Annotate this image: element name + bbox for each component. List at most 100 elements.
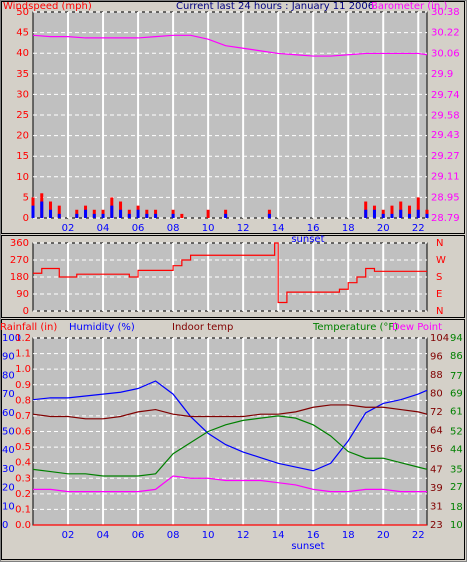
bar [101,213,105,218]
y2-tick-label: 29.43 [431,130,460,141]
y2-tick-label: 30.22 [431,28,460,39]
y-tick-label: 1.0 [15,364,31,375]
bar [119,209,123,218]
y4-tick-label: 77 [450,371,463,382]
bar [145,213,149,218]
series-line [32,34,428,57]
bar [407,213,411,218]
x-tick-label: 20 [377,530,390,541]
bar [390,205,394,218]
y3-tick-label: 60 [2,408,15,419]
y-tick-label: 0.2 [15,489,31,500]
y2-tick-label: 80 [430,388,443,399]
y-tick-label: 0.8 [15,395,31,406]
y3-tick-label: 50 [2,427,15,438]
bar [416,197,420,218]
series-line [32,380,428,472]
series-line [33,242,427,304]
y-tick-label: 90 [16,289,29,300]
y4-tick-label: 44 [450,444,463,455]
y3-tick-label: 70 [2,389,15,400]
x-tick-label: 06 [132,223,145,234]
x-tick-label: 18 [342,530,355,541]
y2-tick-label: W [436,255,446,266]
y-tick-label: 35 [16,69,29,80]
bar [31,205,35,218]
bar [407,205,411,218]
x-tick-label: 14 [272,530,285,541]
series-line [32,415,428,477]
y2-tick-label: 29.27 [431,151,460,162]
series-label: Humidity (%) [69,322,135,333]
y3-tick-label: 30 [2,464,15,475]
chart-title: Current last 24 hours : January 11 2006 [176,1,374,12]
bar [136,209,140,218]
y-tick-label: 0.1 [15,504,31,515]
y-tick-label: 25 [16,110,29,121]
series-line [33,475,427,493]
y-tick-label: 0.0 [15,520,31,531]
series-label: Dew Point [392,322,442,333]
bar [416,209,420,218]
bar [92,213,96,218]
y-tick-label: 0.9 [15,380,31,391]
y2-tick-label: E [436,289,442,300]
y-tick-label: 270 [10,255,29,266]
y4-tick-label: 27 [450,482,463,493]
bar [224,213,228,218]
y3-tick-label: 100 [2,333,21,344]
y2-tick-label: 72 [430,407,443,418]
y2-tick-label: 30.06 [431,48,460,59]
y3-tick-label: 10 [2,501,15,512]
bar [364,209,368,218]
y2-tick-label: 88 [430,370,443,381]
y-tick-label: 40 [16,48,29,59]
y2-tick-label: 29.74 [431,90,460,101]
y-tick-label: 5 [23,192,29,203]
y-tick-label: 360 [10,238,29,249]
bar [57,205,61,218]
y4-tick-label: 10 [450,520,463,531]
y-tick-label: 0.5 [15,442,31,453]
y-tick-label: 10 [16,172,29,183]
y-tick-label: 15 [16,151,29,162]
y4-tick-label: 94 [450,333,463,344]
y3-tick-label: 20 [2,483,15,494]
x-tick-label: 22 [412,530,425,541]
bar [49,209,53,218]
y4-tick-label: 61 [450,406,463,417]
bar [180,213,184,218]
y4-tick-label: 35 [450,464,463,475]
x-tick-label: 16 [307,530,320,541]
y-tick-label: 20 [16,131,29,142]
annotation: sunset [291,234,324,245]
panel-frame [1,319,465,560]
y4-tick-label: 86 [450,351,463,362]
x-tick-label: 12 [237,530,250,541]
y-tick-label: 0.6 [15,427,31,438]
bar [171,213,175,218]
y2-tick-label: 29.58 [431,111,460,122]
x-tick-label: 10 [202,223,215,234]
y-tick-label: 1.2 [15,333,31,344]
panel-frame [1,235,465,318]
x-tick-label: 18 [342,223,355,234]
bar [127,213,131,218]
y-tick-label: 45 [16,28,29,39]
y-tick-label: 50 [16,7,29,18]
y2-tick-label: 29.9 [431,69,453,80]
y-tick-label: 0 [23,213,29,224]
y-label: Windspeed (mph) [3,1,92,12]
x-tick-label: 06 [132,530,145,541]
bar [84,209,88,218]
y2-tick-label: 23 [430,520,443,531]
x-tick-label: 22 [412,223,425,234]
y-tick-label: 0.7 [15,411,31,422]
y-tick-label: 0.4 [15,458,31,469]
y2-tick-label: 28.95 [431,192,460,203]
bar [206,209,210,218]
y2-tick-label: 56 [430,444,443,455]
x-tick-label: 14 [272,223,285,234]
annotation: sunset [291,541,324,552]
